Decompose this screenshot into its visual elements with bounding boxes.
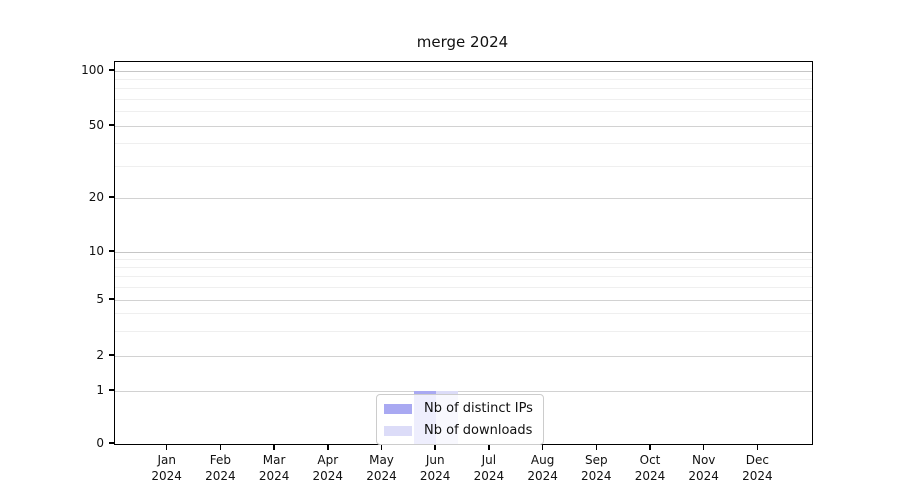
x-tick-label-month: Mar — [262, 453, 286, 467]
y-tick-label: 1 — [96, 383, 104, 397]
x-tick-mark — [595, 445, 598, 450]
x-tick-label: Nov 2024 — [672, 452, 736, 484]
x-tick-label-month: Jan — [157, 453, 176, 467]
gridline-major — [115, 197, 812, 199]
x-tick-label: Oct 2024 — [618, 452, 682, 484]
gridline-major — [115, 299, 812, 301]
legend-label: Nb of downloads — [424, 423, 533, 438]
x-tick-label: Jul 2024 — [457, 452, 521, 484]
y-tick-mark — [109, 389, 114, 391]
x-tick-mark — [702, 445, 705, 450]
x-tick-mark — [756, 445, 759, 450]
y-tick-mark — [109, 196, 114, 198]
x-tick-label: Apr 2024 — [296, 452, 360, 484]
x-tick-label-year: 2024 — [312, 469, 344, 483]
y-tick-label: 100 — [81, 63, 104, 77]
plot-area — [114, 61, 813, 445]
x-tick-label-year: 2024 — [527, 469, 558, 483]
x-tick-mark — [219, 445, 222, 450]
y-tick-mark — [109, 124, 114, 126]
gridline-minor — [115, 165, 812, 167]
legend-entry-nb-of-downloads: Nb of downloads — [384, 423, 533, 438]
x-tick-label-month: Dec — [745, 453, 769, 467]
x-tick-label: Sep 2024 — [564, 452, 628, 484]
legend-entry-nb-of-distinct-ips: Nb of distinct IPs — [384, 401, 533, 416]
x-tick-label-month: Aug — [530, 453, 555, 467]
gridline-major — [115, 125, 812, 127]
x-tick-mark — [488, 445, 490, 450]
x-tick-label: Feb 2024 — [188, 452, 252, 484]
legend-swatch-nb-of-downloads — [384, 425, 412, 436]
y-tick-mark — [109, 250, 114, 252]
gridline-minor — [115, 286, 812, 288]
gridline-minor — [115, 78, 812, 80]
x-tick-mark — [541, 445, 544, 450]
x-tick-label-year: 2024 — [366, 469, 397, 483]
gridline-major — [115, 355, 812, 357]
y-tick-label: 50 — [88, 118, 104, 132]
x-tick-mark — [380, 445, 383, 450]
x-tick-label-month: Oct — [639, 453, 661, 467]
gridline-major — [115, 390, 812, 392]
x-tick-label: Mar 2024 — [242, 452, 306, 484]
x-tick-label-month: Sep — [584, 453, 608, 467]
x-tick-label: May 2024 — [350, 452, 414, 484]
gridline-minor — [115, 98, 812, 100]
y-tick-mark — [109, 69, 114, 71]
legend-swatch-nb-of-distinct-ips — [384, 403, 412, 414]
x-tick-mark — [434, 445, 436, 450]
gridline-major — [115, 251, 812, 253]
x-tick-label-year: 2024 — [634, 469, 666, 483]
gridline-minor — [115, 276, 812, 278]
gridline-minor — [115, 330, 812, 332]
x-tick-label-year: 2024 — [151, 469, 182, 483]
y-tick-mark — [109, 298, 114, 300]
y-tick-label: 5 — [96, 292, 104, 306]
x-tick-label-month: Feb — [209, 453, 232, 467]
gridline-minor — [115, 258, 812, 260]
x-tick-mark — [649, 445, 651, 450]
legend: Nb of distinct IPs Nb of downloads — [376, 394, 544, 445]
x-tick-label-year: 2024 — [419, 469, 451, 483]
y-tick-label: 2 — [96, 348, 104, 362]
x-tick-label-year: 2024 — [688, 469, 719, 483]
x-tick-label-month: May — [369, 453, 394, 467]
gridline-minor — [115, 111, 812, 113]
gridline-major — [115, 70, 812, 72]
x-tick-label-year: 2024 — [473, 469, 505, 483]
x-tick-mark — [273, 445, 275, 450]
y-tick-label: 10 — [88, 244, 104, 258]
x-tick-label: Jan 2024 — [135, 452, 199, 484]
x-tick-label-year: 2024 — [581, 469, 612, 483]
x-tick-mark — [327, 445, 329, 450]
x-tick-mark — [165, 445, 168, 450]
gridline-minor — [115, 88, 812, 90]
x-tick-label-month: Jun — [425, 453, 445, 467]
legend-label: Nb of distinct IPs — [424, 401, 533, 416]
gridline-minor — [115, 143, 812, 145]
x-tick-label: Dec 2024 — [725, 452, 789, 484]
x-tick-label: Jun 2024 — [403, 452, 467, 484]
y-tick-mark — [109, 442, 114, 444]
y-tick-label: 0 — [96, 436, 104, 450]
chart-title: merge 2024 — [416, 33, 509, 51]
x-tick-label-month: Apr — [317, 453, 339, 467]
x-tick-label-year: 2024 — [258, 469, 290, 483]
y-tick-label: 20 — [88, 190, 104, 204]
y-tick-mark — [109, 354, 114, 356]
x-tick-label-month: Jul — [481, 453, 497, 467]
gridline-minor — [115, 266, 812, 268]
x-tick-label: Aug 2024 — [511, 452, 575, 484]
x-tick-label-year: 2024 — [742, 469, 773, 483]
gridline-minor — [115, 313, 812, 315]
x-tick-label-year: 2024 — [205, 469, 236, 483]
x-tick-label-month: Nov — [691, 453, 716, 467]
